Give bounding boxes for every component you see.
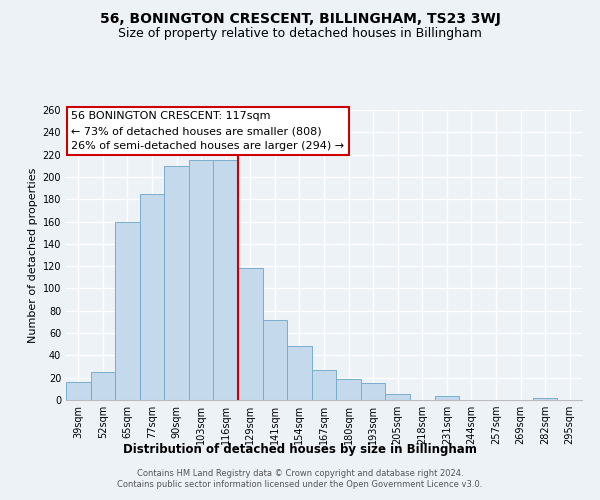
Bar bbox=[263, 320, 287, 400]
Text: Distribution of detached houses by size in Billingham: Distribution of detached houses by size … bbox=[123, 442, 477, 456]
Y-axis label: Number of detached properties: Number of detached properties bbox=[28, 168, 38, 342]
Text: 56 BONINGTON CRESCENT: 117sqm
← 73% of detached houses are smaller (808)
26% of : 56 BONINGTON CRESCENT: 117sqm ← 73% of d… bbox=[71, 112, 344, 151]
Bar bbox=[361, 384, 385, 400]
Bar bbox=[238, 268, 263, 400]
Bar bbox=[164, 166, 189, 400]
Bar bbox=[287, 346, 312, 400]
Bar bbox=[91, 372, 115, 400]
Bar bbox=[385, 394, 410, 400]
Bar bbox=[336, 379, 361, 400]
Text: Contains public sector information licensed under the Open Government Licence v3: Contains public sector information licen… bbox=[118, 480, 482, 489]
Bar bbox=[115, 222, 140, 400]
Bar bbox=[312, 370, 336, 400]
Bar bbox=[189, 160, 214, 400]
Bar bbox=[140, 194, 164, 400]
Text: 56, BONINGTON CRESCENT, BILLINGHAM, TS23 3WJ: 56, BONINGTON CRESCENT, BILLINGHAM, TS23… bbox=[100, 12, 500, 26]
Bar bbox=[66, 382, 91, 400]
Bar bbox=[214, 160, 238, 400]
Text: Size of property relative to detached houses in Billingham: Size of property relative to detached ho… bbox=[118, 28, 482, 40]
Bar bbox=[434, 396, 459, 400]
Bar bbox=[533, 398, 557, 400]
Text: Contains HM Land Registry data © Crown copyright and database right 2024.: Contains HM Land Registry data © Crown c… bbox=[137, 469, 463, 478]
